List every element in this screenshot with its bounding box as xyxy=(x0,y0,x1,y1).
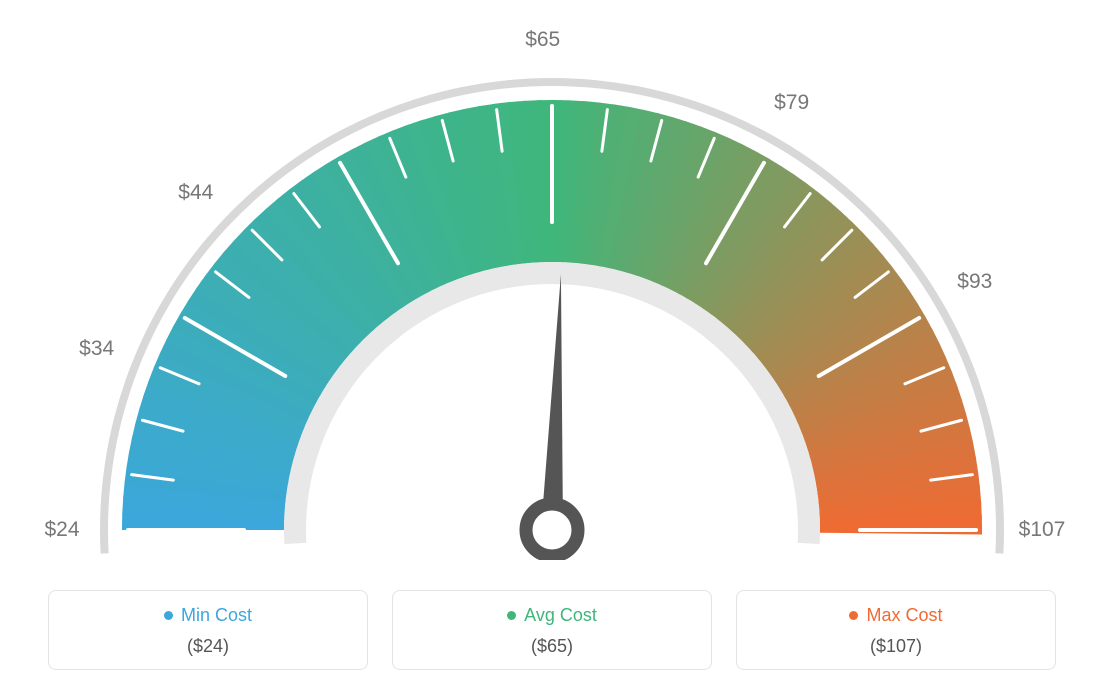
legend-label-max: Max Cost xyxy=(866,605,942,626)
legend-label-avg: Avg Cost xyxy=(524,605,597,626)
legend-value-max: ($107) xyxy=(747,636,1045,657)
legend-title-avg: Avg Cost xyxy=(507,605,597,626)
gauge-tick-label: $65 xyxy=(525,28,560,52)
legend-label-min: Min Cost xyxy=(181,605,252,626)
legend-value-min: ($24) xyxy=(59,636,357,657)
dot-icon xyxy=(849,611,858,620)
legend-card-min: Min Cost ($24) xyxy=(48,590,368,670)
dot-icon xyxy=(507,611,516,620)
legend-card-avg: Avg Cost ($65) xyxy=(392,590,712,670)
gauge-tick-label: $24 xyxy=(44,518,79,542)
legend-card-max: Max Cost ($107) xyxy=(736,590,1056,670)
gauge-tick-label: $107 xyxy=(1019,518,1066,542)
legend-value-avg: ($65) xyxy=(403,636,701,657)
gauge-tick-label: $79 xyxy=(774,91,809,115)
gauge-area: $24 $34 $44 $65 $79 $93 $107 xyxy=(0,0,1104,560)
gauge-chart-container: { "gauge": { "type": "gauge", "center_x"… xyxy=(0,0,1104,690)
gauge-tick-label: $93 xyxy=(957,270,992,294)
legend-title-min: Min Cost xyxy=(164,605,252,626)
gauge-tick-label: $44 xyxy=(178,181,213,205)
gauge-tick-label: $34 xyxy=(79,337,114,361)
dot-icon xyxy=(164,611,173,620)
legend-row: Min Cost ($24) Avg Cost ($65) Max Cost (… xyxy=(0,590,1104,670)
gauge-svg xyxy=(0,0,1104,560)
legend-title-max: Max Cost xyxy=(849,605,942,626)
